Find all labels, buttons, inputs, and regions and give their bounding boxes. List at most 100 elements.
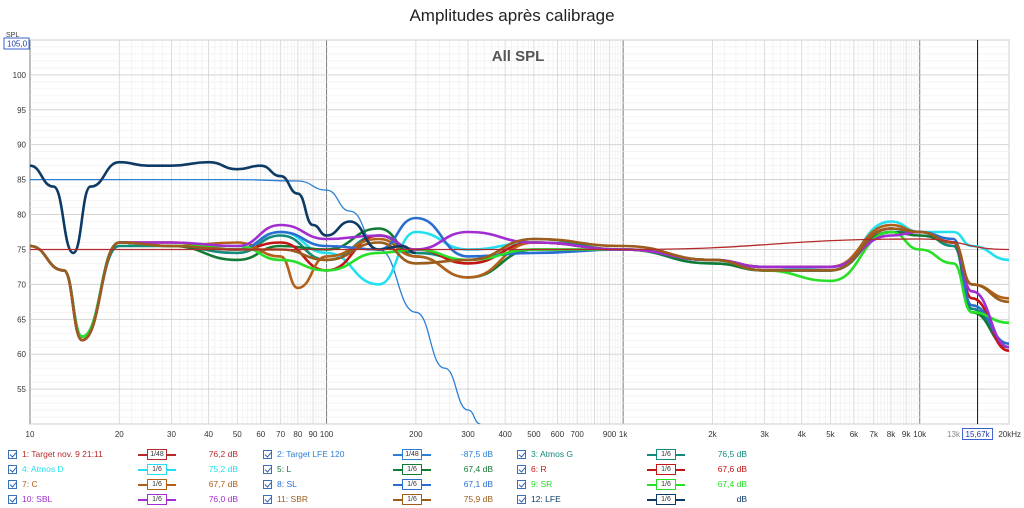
legend-smoothing-label: 1/6 — [147, 479, 167, 490]
legend-checkbox[interactable] — [517, 465, 526, 474]
legend-item[interactable]: 2: Target LFE 120 1/48 -87,5 dB — [263, 448, 513, 463]
y-tick-label: 60 — [17, 350, 26, 359]
legend-value: -87,5 dB — [460, 449, 493, 459]
legend-value: 67,1 dB — [463, 479, 493, 489]
y-tick-label: 80 — [17, 211, 26, 220]
legend-checkbox[interactable] — [8, 480, 17, 489]
legend-item[interactable]: 12: LFE 1/6 dB — [517, 493, 767, 508]
legend-checkbox[interactable] — [263, 465, 272, 474]
legend-checkbox[interactable] — [263, 480, 272, 489]
legend-smoothing-swatch[interactable]: 1/6 — [393, 464, 431, 475]
legend-value: 76,2 dB — [208, 449, 238, 459]
legend-item[interactable]: 4: Atmos D 1/6 75,2 dB — [8, 463, 258, 478]
legend-series-name: 6: R — [531, 464, 547, 474]
legend-checkbox[interactable] — [8, 450, 17, 459]
legend-smoothing-label: 1/6 — [147, 494, 167, 505]
legend-series-name: 4: Atmos D — [22, 464, 64, 474]
legend-series-name: 2: Target LFE 120 — [277, 449, 345, 459]
legend-series-name: 5: L — [277, 464, 292, 474]
legend-checkbox[interactable] — [517, 480, 526, 489]
x-tick-label: 20 — [115, 430, 124, 439]
x-tick-label: 900 — [603, 430, 617, 439]
series-line-11 — [30, 227, 1009, 342]
legend-item[interactable]: 9: SR 1/6 67,4 dB — [517, 478, 767, 493]
legend-smoothing-swatch[interactable]: 1/6 — [647, 494, 685, 505]
x-tick-label: 1k — [619, 430, 628, 439]
legend-checkbox[interactable] — [8, 465, 17, 474]
legend-smoothing-label: 1/48 — [147, 449, 167, 460]
y-tick-label: 75 — [17, 245, 26, 254]
y-tick-label: 90 — [17, 141, 26, 150]
x-tick-label: 10k — [913, 430, 927, 439]
legend-series-name: 8: SL — [277, 479, 297, 489]
spl-chart[interactable]: 10 20 30 40 50 60 70 80 90 100 200 300 400 500 600 700 9… — [0, 0, 1024, 444]
x-tick-label: 8k — [887, 430, 896, 439]
legend-series-name: 11: SBR — [277, 494, 309, 504]
legend-value: 76,0 dB — [208, 494, 238, 504]
legend-smoothing-label: 1/6 — [656, 464, 676, 475]
legend-smoothing-swatch[interactable]: 1/48 — [393, 449, 431, 460]
legend-smoothing-swatch[interactable]: 1/48 — [138, 449, 176, 460]
x-tick-label: 50 — [233, 430, 242, 439]
series-line-12 — [30, 160, 417, 255]
legend-smoothing-label: 1/6 — [147, 464, 167, 475]
legend-value: 76,5 dB — [717, 449, 747, 459]
x-tick-label: 60 — [256, 430, 265, 439]
x-tick-label: 20kHz — [998, 430, 1021, 439]
x-tick-label: 80 — [293, 430, 302, 439]
x-tick-label: 30 — [167, 430, 176, 439]
legend-item[interactable]: 11: SBR 1/6 75,9 dB — [263, 493, 513, 508]
y-axis-label: SPL — [6, 32, 19, 39]
legend-value: 75,9 dB — [463, 494, 493, 504]
legend-smoothing-swatch[interactable]: 1/6 — [393, 494, 431, 505]
x-tick-label: 200 — [409, 430, 423, 439]
legend-item[interactable]: 7: C 1/6 67,7 dB — [8, 478, 258, 493]
x-tick-label: 100 — [320, 430, 334, 439]
legend-value: 67,4 dB — [463, 464, 493, 474]
y-top-readout[interactable]: 105,0 — [7, 40, 28, 49]
legend-checkbox[interactable] — [263, 495, 272, 504]
legend-checkbox[interactable] — [8, 495, 17, 504]
cursor-readout-box[interactable] — [962, 428, 994, 440]
legend-smoothing-swatch[interactable]: 1/6 — [647, 449, 685, 460]
x-tick-label: 9k — [902, 430, 911, 439]
y-tick-label: 100 — [13, 71, 27, 80]
series-line-1 — [30, 238, 1009, 251]
y-top-readout-box[interactable] — [3, 37, 30, 50]
legend-smoothing-swatch[interactable]: 1/6 — [647, 464, 685, 475]
legend-value: 67,7 dB — [208, 479, 238, 489]
x-tick-label: 300 — [461, 430, 475, 439]
legend-series-name: 10: SBL — [22, 494, 53, 504]
legend-checkbox[interactable] — [263, 450, 272, 459]
y-tick-label: 70 — [17, 280, 26, 289]
legend-smoothing-label: 1/6 — [402, 464, 422, 475]
legend-item[interactable]: 8: SL 1/6 67,1 dB — [263, 478, 513, 493]
legend: 1: Target nov. 9 21:11 1/48 76,2 dB 2: Targ… — [0, 444, 1024, 507]
legend-smoothing-label: 1/48 — [402, 449, 422, 460]
x-tick-label: 10 — [26, 430, 35, 439]
y-tick-label: 55 — [17, 385, 26, 394]
legend-smoothing-label: 1/6 — [656, 479, 676, 490]
legend-item[interactable]: 6: R 1/6 67,6 dB — [517, 463, 767, 478]
x-tick-label: 40 — [204, 430, 213, 439]
legend-series-name: 12: LFE — [531, 494, 561, 504]
legend-item[interactable]: 1: Target nov. 9 21:11 1/48 76,2 dB — [8, 448, 258, 463]
legend-checkbox[interactable] — [517, 495, 526, 504]
window-title: Amplitudes après calibrage — [409, 6, 615, 25]
x-tick-label: 600 — [551, 430, 565, 439]
legend-smoothing-swatch[interactable]: 1/6 — [647, 479, 685, 490]
series-line-2 — [30, 178, 481, 424]
legend-smoothing-swatch[interactable]: 1/6 — [138, 494, 176, 505]
legend-item[interactable]: 10: SBL 1/6 76,0 dB — [8, 493, 258, 508]
x-tick-label: 700 — [571, 430, 585, 439]
legend-item[interactable]: 5: L 1/6 67,4 dB — [263, 463, 513, 478]
legend-smoothing-swatch[interactable]: 1/6 — [138, 479, 176, 490]
x-tick-label: 7k — [870, 430, 879, 439]
legend-item[interactable]: 3: Atmos G 1/6 76,5 dB — [517, 448, 767, 463]
legend-smoothing-label: 1/6 — [656, 494, 676, 505]
legend-smoothing-swatch[interactable]: 1/6 — [393, 479, 431, 490]
legend-value: 67,4 dB — [717, 479, 747, 489]
x-tick-label: 3k — [760, 430, 769, 439]
legend-checkbox[interactable] — [517, 450, 526, 459]
legend-smoothing-swatch[interactable]: 1/6 — [138, 464, 176, 475]
